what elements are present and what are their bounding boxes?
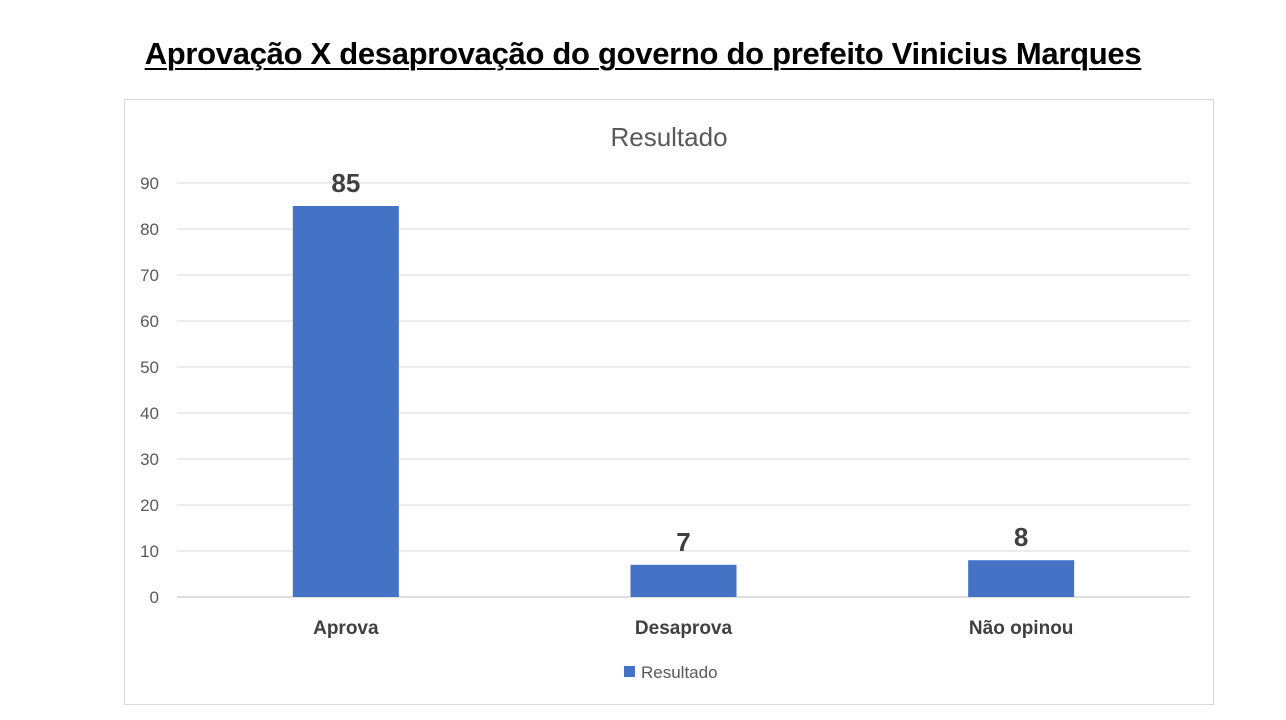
y-tick-label: 50 — [140, 358, 159, 377]
y-tick-label: 90 — [140, 174, 159, 193]
y-tick-label: 70 — [140, 266, 159, 285]
y-tick-label: 0 — [150, 588, 159, 607]
category-label: Desaprova — [635, 618, 733, 639]
bars — [292, 206, 1075, 597]
category-label: Aprova — [313, 618, 379, 639]
data-labels: 85 7 8 — [331, 168, 1028, 557]
bar — [630, 564, 737, 597]
data-label: 8 — [1014, 522, 1028, 552]
legend-swatch — [624, 666, 635, 677]
data-label: 85 — [331, 168, 360, 198]
category-label: Não opinou — [969, 618, 1073, 639]
y-tick-label: 80 — [140, 220, 159, 239]
y-axis-tick-labels: 0 10 20 30 40 50 60 70 80 90 — [140, 174, 159, 607]
x-axis-category-labels: Aprova Desaprova Não opinou — [313, 618, 1073, 639]
data-label: 7 — [676, 527, 690, 557]
y-tick-label: 20 — [140, 496, 159, 515]
y-tick-label: 10 — [140, 542, 159, 561]
page-title: Aprovação X desaprovação do governo do p… — [144, 36, 1142, 71]
y-tick-label: 40 — [140, 404, 159, 423]
y-tick-label: 30 — [140, 450, 159, 469]
legend: Resultado — [624, 663, 718, 682]
legend-label: Resultado — [641, 663, 718, 682]
bar — [968, 560, 1075, 597]
bar — [292, 206, 399, 597]
y-tick-label: 60 — [140, 312, 159, 331]
chart-title: Resultado — [610, 122, 727, 152]
